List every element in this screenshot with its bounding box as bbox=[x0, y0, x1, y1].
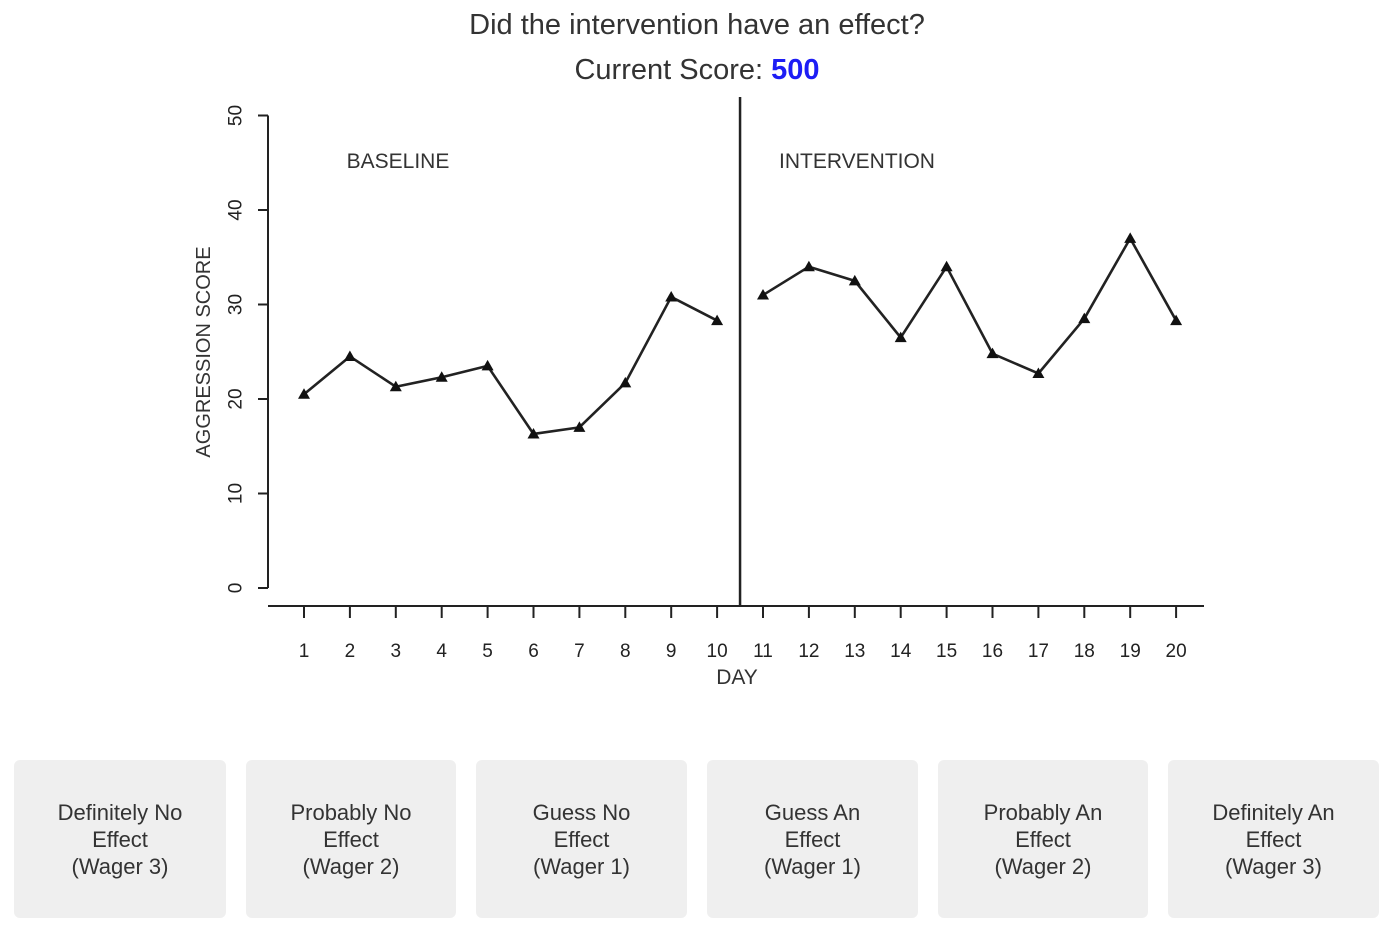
x-tick-label: 16 bbox=[982, 641, 1003, 662]
x-tick-label: 10 bbox=[707, 641, 728, 662]
y-tick-label: 30 bbox=[226, 294, 247, 315]
y-tick-label: 50 bbox=[226, 105, 247, 126]
x-tick-label: 7 bbox=[574, 641, 585, 662]
x-tick-label: 11 bbox=[753, 641, 773, 662]
answer-options: Definitely No Effect (Wager 3) Probably … bbox=[0, 760, 1394, 918]
x-tick-label: 3 bbox=[391, 641, 402, 662]
data-point-marker bbox=[1170, 314, 1183, 326]
data-point-marker bbox=[1124, 232, 1137, 243]
x-tick-label: 18 bbox=[1074, 641, 1095, 662]
x-tick-label: 1 bbox=[299, 641, 310, 662]
option-wager-label: (Wager 3) bbox=[1225, 853, 1322, 879]
definitely-no-effect-button[interactable]: Definitely No Effect (Wager 3) bbox=[14, 760, 226, 918]
data-point-marker bbox=[619, 376, 632, 388]
option-label-line1: Guess No bbox=[532, 799, 631, 825]
x-tick-label: 15 bbox=[936, 641, 957, 662]
data-point-marker bbox=[894, 331, 907, 343]
y-tick-label: 20 bbox=[226, 388, 247, 409]
data-point-marker bbox=[802, 260, 815, 272]
x-tick-label: 19 bbox=[1120, 641, 1141, 662]
data-point-marker bbox=[573, 421, 586, 432]
definitely-an-effect-button[interactable]: Definitely An Effect (Wager 3) bbox=[1168, 760, 1379, 918]
x-tick-label: 12 bbox=[798, 641, 819, 662]
y-tick-label: 40 bbox=[226, 199, 247, 220]
x-tick-label: 8 bbox=[620, 641, 631, 662]
data-point-marker bbox=[343, 350, 356, 361]
option-label-line2: Effect bbox=[784, 826, 841, 852]
y-tick-label: 0 bbox=[226, 583, 247, 594]
option-wager-label: (Wager 3) bbox=[71, 853, 169, 879]
data-point-marker bbox=[848, 274, 861, 286]
probably-no-effect-button[interactable]: Probably No Effect (Wager 2) bbox=[246, 760, 456, 918]
data-point-marker bbox=[389, 380, 402, 392]
x-axis-label: DAY bbox=[716, 666, 758, 689]
option-label-line1: Definitely No bbox=[57, 799, 183, 825]
y-tick-label: 10 bbox=[226, 483, 247, 504]
data-point-marker bbox=[986, 347, 999, 359]
data-point-marker bbox=[527, 427, 540, 439]
x-tick-label: 5 bbox=[482, 641, 493, 662]
data-point-marker bbox=[757, 289, 769, 300]
data-point-marker bbox=[298, 388, 310, 399]
data-point-marker bbox=[1032, 367, 1045, 378]
option-label-line2: Effect bbox=[1245, 826, 1302, 852]
option-wager-label: (Wager 1) bbox=[764, 853, 861, 879]
option-wager-label: (Wager 2) bbox=[302, 853, 400, 879]
guess-no-effect-button[interactable]: Guess No Effect (Wager 1) bbox=[476, 760, 687, 918]
option-wager-label: (Wager 1) bbox=[533, 853, 630, 879]
option-label-line2: Effect bbox=[92, 826, 148, 852]
question-title: Did the intervention have an effect? bbox=[469, 9, 925, 41]
score-label: Current Score: bbox=[574, 54, 772, 86]
phase-label: INTERVENTION bbox=[779, 150, 935, 173]
current-score: Current Score: 500 bbox=[0, 51, 1394, 89]
guess-an-effect-button[interactable]: Guess An Effect (Wager 1) bbox=[707, 760, 918, 918]
data-point-marker bbox=[481, 359, 494, 371]
x-tick-label: 20 bbox=[1166, 641, 1187, 662]
x-tick-label: 14 bbox=[890, 641, 912, 662]
x-tick-label: 6 bbox=[528, 641, 539, 662]
x-tick-label: 4 bbox=[436, 641, 447, 662]
data-point-marker bbox=[665, 290, 678, 302]
option-label-line1: Definitely An bbox=[1212, 799, 1335, 825]
series-line bbox=[762, 237, 1178, 375]
option-wager-label: (Wager 2) bbox=[994, 853, 1092, 879]
option-label-line2: Effect bbox=[1015, 826, 1071, 852]
phase-label: BASELINE bbox=[347, 150, 450, 173]
probably-an-effect-button[interactable]: Probably An Effect (Wager 2) bbox=[938, 760, 1148, 918]
data-point-marker bbox=[435, 371, 448, 382]
option-label-line1: Guess An bbox=[764, 799, 861, 825]
option-label-line1: Probably No bbox=[290, 799, 412, 825]
y-axis-label: AGGRESSION SCORE bbox=[193, 246, 215, 457]
x-tick-label: 9 bbox=[666, 641, 677, 662]
data-point-marker bbox=[1078, 312, 1091, 324]
data-point-marker bbox=[940, 260, 953, 272]
option-label-line1: Probably An bbox=[983, 799, 1103, 825]
x-tick-label: 13 bbox=[844, 641, 865, 662]
data-point-marker bbox=[711, 314, 724, 326]
score-value: 500 bbox=[771, 54, 820, 86]
x-tick-label: 17 bbox=[1028, 641, 1049, 662]
option-label-line2: Effect bbox=[553, 826, 610, 852]
x-tick-label: 2 bbox=[345, 641, 356, 662]
option-label-line2: Effect bbox=[323, 826, 379, 852]
series-line bbox=[303, 295, 718, 436]
